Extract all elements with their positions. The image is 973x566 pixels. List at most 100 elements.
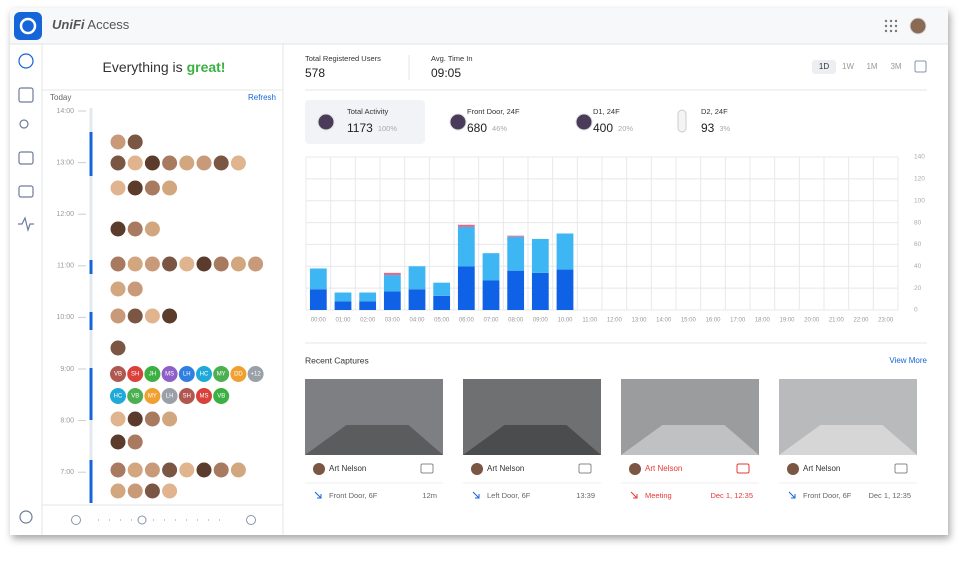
person-badge[interactable] xyxy=(144,366,161,382)
person-badge[interactable] xyxy=(196,366,212,382)
activity-name: Total Activity xyxy=(347,107,389,116)
user-avatar[interactable] xyxy=(909,17,927,35)
person-badge[interactable] xyxy=(127,366,144,382)
person-photo[interactable] xyxy=(161,179,179,197)
person-photo[interactable] xyxy=(109,133,127,151)
zoom-out[interactable] xyxy=(71,515,81,525)
person-photo[interactable] xyxy=(229,255,247,273)
person-photo[interactable] xyxy=(143,307,161,325)
nav-stats[interactable] xyxy=(18,216,34,233)
person-photo[interactable] xyxy=(109,307,127,325)
activity-count: 680 xyxy=(467,121,487,135)
person-badge[interactable] xyxy=(161,388,178,404)
person-photo[interactable] xyxy=(126,410,144,428)
person-photo[interactable] xyxy=(229,461,247,479)
calendar-button[interactable] xyxy=(914,60,927,73)
person-photo[interactable] xyxy=(143,410,161,428)
person-photo[interactable] xyxy=(178,461,196,479)
person-photo[interactable] xyxy=(143,154,161,172)
person-photo[interactable] xyxy=(247,255,265,273)
person-photo[interactable] xyxy=(126,280,144,298)
capture-floor xyxy=(305,425,443,455)
range-button[interactable]: 1D xyxy=(819,62,829,71)
person-photo[interactable] xyxy=(109,339,127,357)
generated-content: 14:00 13:00 12:00 11:00 10:00 9:00 8:00 7:00 VB S… xyxy=(56,54,928,503)
person-badge[interactable] xyxy=(230,366,247,382)
person-photo[interactable] xyxy=(143,461,161,479)
person-photo[interactable] xyxy=(109,255,127,273)
person-photo[interactable] xyxy=(109,154,127,172)
person-photo[interactable] xyxy=(161,410,179,428)
person-badge[interactable] xyxy=(178,366,195,382)
person-badge[interactable] xyxy=(110,388,126,404)
capture-card-icon[interactable] xyxy=(578,463,592,474)
person-photo[interactable] xyxy=(229,154,247,172)
nav-devices[interactable] xyxy=(18,185,34,198)
capture-card-icon[interactable] xyxy=(420,463,434,474)
person-badge[interactable] xyxy=(213,388,230,404)
person-photo[interactable] xyxy=(178,154,196,172)
person-photo[interactable] xyxy=(126,179,144,197)
nav-dashboard[interactable] xyxy=(18,53,34,69)
person-photo[interactable] xyxy=(143,179,161,197)
capture-avatar xyxy=(471,463,483,475)
person-photo[interactable] xyxy=(161,482,179,500)
app-logo[interactable] xyxy=(14,12,42,40)
y-tick-label: 120 xyxy=(914,176,925,183)
person-photo[interactable] xyxy=(109,280,127,298)
person-photo[interactable] xyxy=(195,154,213,172)
person-photo[interactable] xyxy=(143,482,161,500)
person-photo[interactable] xyxy=(126,433,144,451)
person-badge[interactable] xyxy=(247,366,264,382)
person-badge[interactable] xyxy=(110,366,126,382)
person-badge[interactable] xyxy=(196,388,212,404)
person-photo[interactable] xyxy=(109,482,127,500)
person-photo[interactable] xyxy=(109,220,127,238)
person-photo[interactable] xyxy=(126,255,144,273)
capture-card-icon[interactable] xyxy=(736,463,750,474)
zoom-in[interactable] xyxy=(246,515,256,525)
person-photo[interactable] xyxy=(161,307,179,325)
person-photo[interactable] xyxy=(212,255,230,273)
person-photo[interactable] xyxy=(126,154,144,172)
range-button[interactable]: 1M xyxy=(866,62,877,71)
person-photo[interactable] xyxy=(195,461,213,479)
person-photo[interactable] xyxy=(195,255,213,273)
range-button[interactable]: 3M xyxy=(890,62,901,71)
person-photo[interactable] xyxy=(161,255,179,273)
activity-share: 46% xyxy=(492,124,507,133)
refresh-link[interactable]: Refresh xyxy=(248,93,276,102)
person-photo[interactable] xyxy=(143,255,161,273)
capture-card-icon[interactable] xyxy=(894,463,908,474)
apps-menu[interactable] xyxy=(884,19,898,33)
person-photo[interactable] xyxy=(126,220,144,238)
person-badge[interactable] xyxy=(178,388,195,404)
person-photo[interactable] xyxy=(161,461,179,479)
person-badge[interactable] xyxy=(213,366,230,382)
zoom-handle[interactable] xyxy=(137,515,147,525)
nav-settings[interactable] xyxy=(19,510,33,524)
person-photo[interactable] xyxy=(212,154,230,172)
person-badge[interactable] xyxy=(127,388,144,404)
person-photo[interactable] xyxy=(143,220,161,238)
x-tick-label: 22:00 xyxy=(853,318,869,324)
capture-avatar xyxy=(787,463,799,475)
person-photo[interactable] xyxy=(126,133,144,151)
person-photo[interactable] xyxy=(109,433,127,451)
person-photo[interactable] xyxy=(109,461,127,479)
range-button[interactable]: 1W xyxy=(842,62,854,71)
view-more-link[interactable]: View More xyxy=(889,356,927,365)
person-photo[interactable] xyxy=(161,154,179,172)
nav-users[interactable] xyxy=(19,119,29,129)
person-photo[interactable] xyxy=(126,307,144,325)
person-photo[interactable] xyxy=(126,482,144,500)
person-badge[interactable] xyxy=(144,388,161,404)
person-photo[interactable] xyxy=(178,255,196,273)
person-photo[interactable] xyxy=(212,461,230,479)
person-photo[interactable] xyxy=(109,179,127,197)
nav-doors[interactable] xyxy=(18,87,34,103)
person-photo[interactable] xyxy=(109,410,127,428)
person-photo[interactable] xyxy=(126,461,144,479)
nav-logs[interactable] xyxy=(18,151,34,165)
person-badge[interactable] xyxy=(161,366,178,382)
